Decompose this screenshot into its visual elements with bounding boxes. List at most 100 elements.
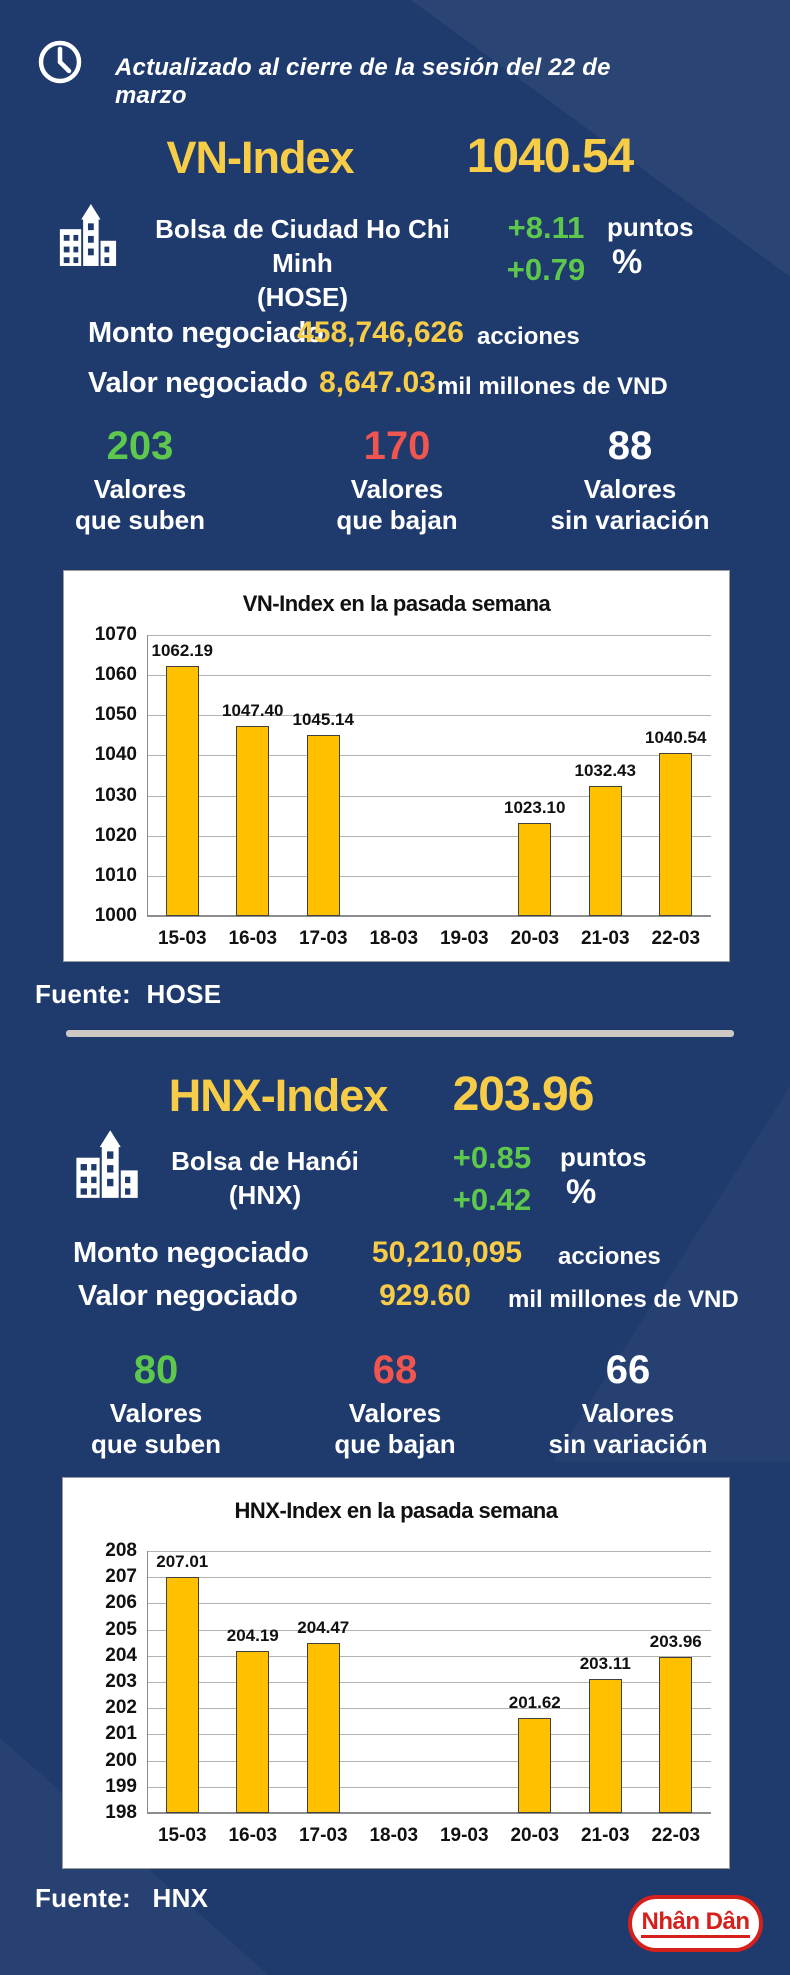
gridline	[147, 1734, 711, 1736]
bar	[306, 1643, 340, 1813]
x-tick-label: 15-03	[157, 1825, 207, 1846]
unchanged-count: 88	[607, 424, 653, 468]
bar-value-label: 1062.19	[151, 641, 213, 661]
decliners-count: 170	[363, 424, 431, 468]
y-tick-label: 198	[105, 1802, 137, 1823]
y-tick-label: 207	[105, 1566, 137, 1588]
volume-value: 458,746,626	[297, 316, 464, 349]
gridline	[147, 715, 711, 717]
y-tick-label: 206	[105, 1592, 137, 1614]
gridline	[147, 1786, 711, 1788]
advancers-count: 203	[106, 424, 174, 468]
exchange-name-block: Bolsa de Ciudad Ho Chi Minh (HOSE)	[125, 212, 480, 314]
hnx-index-title: HNX-Index	[168, 1070, 389, 1121]
updated-caption: Actualizado al cierre de la sesión del 2…	[115, 54, 611, 109]
value-unit: mil millones de VND	[437, 373, 668, 400]
exchange-name: Bolsa de Ciudad Ho Chi Minh	[155, 214, 450, 278]
bar-value-label: 204.47	[297, 1618, 350, 1638]
exchange-name-block: Bolsa de Hanói (HNX)	[120, 1144, 410, 1212]
value-value: 929.60	[379, 1279, 471, 1312]
x-tick-label: 20-03	[510, 1825, 560, 1846]
gridline	[147, 635, 711, 636]
y-tick-label: 1060	[94, 664, 137, 686]
y-tick-label: 201	[105, 1723, 137, 1745]
x-axis-line	[147, 1812, 711, 1814]
source-label: Fuente:	[35, 979, 131, 1009]
y-tick-label: 200	[105, 1749, 137, 1771]
percent-label: %	[612, 243, 643, 281]
x-tick-label: 17-03	[298, 928, 348, 949]
advancers-label-1: Valores	[109, 1398, 203, 1428]
x-tick-label: 21-03	[580, 1825, 630, 1846]
source-caption: Fuente: HOSE	[35, 979, 221, 1010]
bar	[165, 666, 199, 916]
y-tick-label: 1000	[94, 905, 137, 926]
y-tick-label: 1040	[94, 744, 137, 766]
bar	[588, 785, 622, 916]
nhan-dan-logo[interactable]: Nhân Dân	[628, 1895, 763, 1952]
y-tick-label: 1070	[94, 624, 137, 645]
bar-value-label: 203.96	[649, 1631, 702, 1651]
vn-index-title: VN-Index	[166, 132, 354, 183]
unchanged-label-2: sin variación	[550, 505, 710, 535]
bar-value-label: 1040.54	[645, 728, 707, 748]
gridline	[147, 1708, 711, 1710]
exchange-code: (HOSE)	[257, 282, 348, 312]
gridline	[147, 835, 711, 837]
bar	[518, 1718, 552, 1813]
y-tick-label: 1030	[94, 784, 137, 806]
bar	[165, 1576, 199, 1813]
gridline	[147, 875, 711, 877]
x-tick-label: 20-03	[510, 928, 560, 949]
chart-title: HNX-Index en la pasada semana	[234, 1498, 558, 1523]
unchanged-stat: 66 Valores sin variación	[508, 1348, 748, 1460]
hnx-index-value: 203.96	[452, 1068, 595, 1121]
percent-change: +0.42	[452, 1182, 532, 1217]
y-axis-line	[147, 635, 148, 916]
clock-icon	[38, 40, 82, 84]
hnx-index-chart: HNX-Index en la pasada semana 198 199 200 2…	[62, 1477, 730, 1869]
x-tick-label: 19-03	[439, 1825, 489, 1846]
points-label: puntos	[607, 212, 694, 242]
y-tick-label: 205	[105, 1618, 137, 1640]
y-tick-label: 199	[105, 1775, 137, 1797]
value-label: Valor negociado	[88, 367, 308, 399]
percent-label: %	[566, 1173, 597, 1211]
decliners-count: 68	[372, 1348, 418, 1392]
gridline	[147, 1577, 711, 1579]
x-tick-label: 17-03	[298, 1825, 348, 1846]
y-tick-label: 202	[105, 1697, 137, 1719]
bar	[236, 725, 270, 916]
decliners-stat: 170 Valores que bajan	[277, 424, 517, 536]
y-tick-label: 204	[105, 1644, 137, 1666]
source-value: HNX	[152, 1883, 209, 1913]
decliners-label-1: Valores	[350, 474, 444, 504]
bar	[518, 823, 552, 916]
building-icon	[76, 1130, 138, 1198]
x-tick-label: 19-03	[439, 928, 489, 949]
chart-title: VN-Index en la pasada semana	[242, 591, 551, 616]
value-unit: mil millones de VND	[508, 1286, 739, 1313]
value-value: 8,647.03	[319, 366, 436, 399]
gridline	[147, 795, 711, 797]
bar-value-label: 1023.10	[504, 798, 566, 818]
decliners-label-2: que bajan	[334, 1429, 456, 1459]
unchanged-label-1: Valores	[583, 474, 677, 504]
y-axis-line	[147, 1551, 148, 1813]
bar	[236, 1650, 270, 1813]
bar	[659, 753, 693, 916]
x-tick-label: 18-03	[369, 928, 419, 949]
gridline	[147, 755, 711, 757]
unchanged-label-1: Valores	[581, 1398, 675, 1428]
x-tick-label: 18-03	[369, 1825, 419, 1846]
unchanged-label-2: sin variación	[548, 1429, 708, 1459]
advancers-label-2: que suben	[90, 1429, 221, 1459]
vn-index-value: 1040.54	[466, 130, 635, 183]
x-tick-label: 22-03	[651, 928, 701, 949]
nhan-dan-logo-text: Nhân Dân	[641, 1909, 750, 1938]
points-label: puntos	[560, 1142, 647, 1172]
x-tick-label: 16-03	[228, 1825, 278, 1846]
unchanged-count: 66	[605, 1348, 651, 1392]
x-tick-label: 22-03	[651, 1825, 701, 1846]
